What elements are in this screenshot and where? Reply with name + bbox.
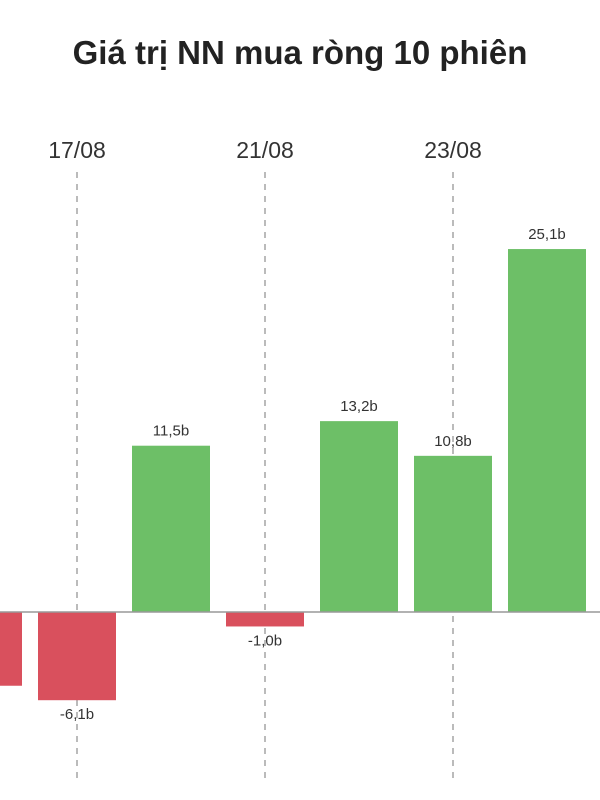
chart-title: Giá trị NN mua ròng 10 phiên — [72, 34, 528, 71]
x-tick-label: 23/08 — [424, 137, 482, 163]
data-label-6: 25,1b — [528, 226, 566, 243]
data-label-4: 13,2b — [340, 398, 378, 415]
x-tick-labels: 17/08 21/08 23/08 — [48, 137, 482, 163]
bar-0 — [0, 612, 22, 686]
data-label-1: -6,1b — [60, 706, 94, 723]
bar-4 — [320, 421, 398, 612]
data-labels: -6,1b 11,5b -1,0b 13,2b 10,8b 25,1b — [60, 226, 566, 723]
bar-1 — [38, 612, 116, 701]
bar-6 — [508, 249, 586, 612]
data-label-2: 11,5b — [153, 423, 189, 440]
data-label-3: -1,0b — [248, 632, 282, 649]
bar-5 — [414, 455, 492, 612]
bar-2 — [132, 445, 210, 612]
x-tick-label: 21/08 — [236, 137, 294, 163]
x-tick-label: 17/08 — [48, 137, 106, 163]
data-label-5: 10,8b — [434, 433, 472, 450]
bar-3 — [226, 612, 304, 627]
bars — [0, 249, 586, 701]
